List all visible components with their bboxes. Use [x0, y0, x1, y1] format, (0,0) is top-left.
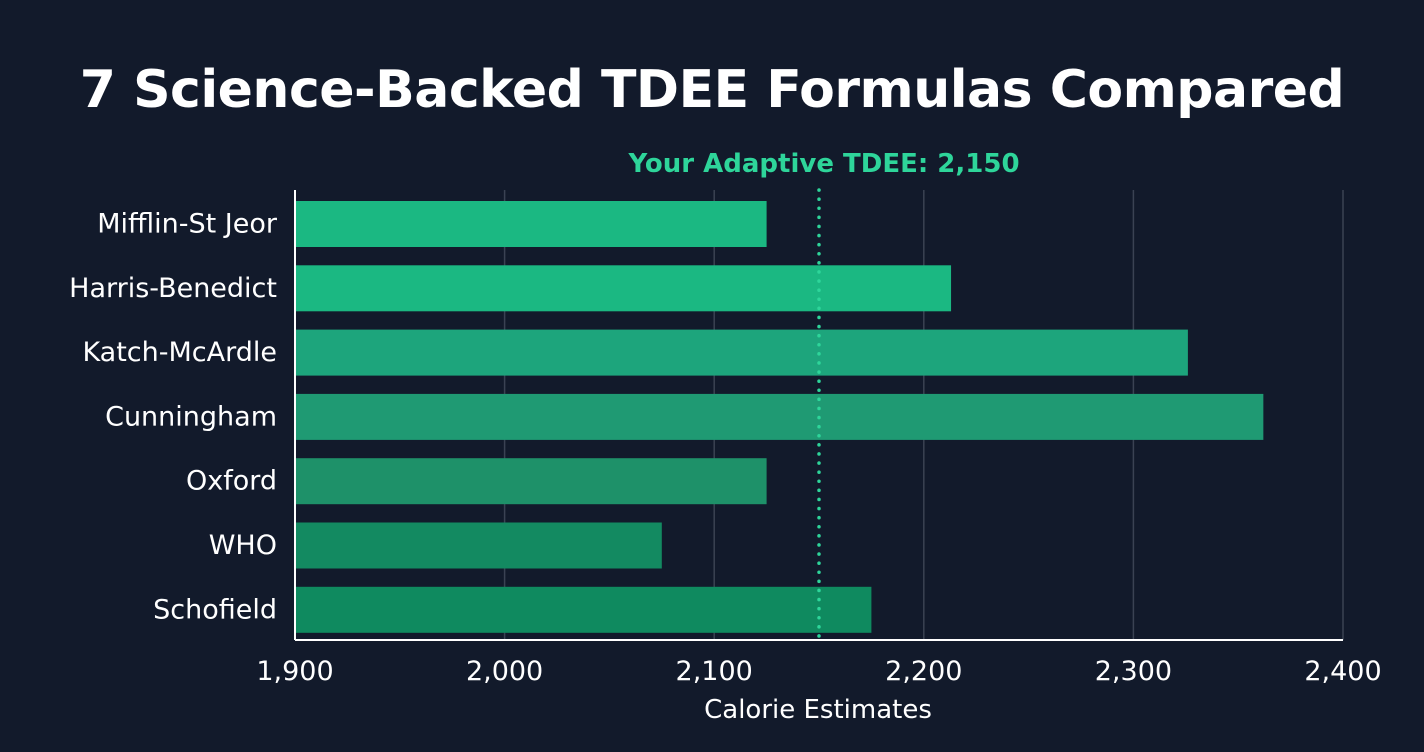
bar — [295, 393, 1264, 440]
x-tick-label: 2,000 — [466, 656, 543, 687]
x-axis-title: Calorie Estimates — [704, 695, 932, 725]
axes — [294, 190, 1343, 641]
bar — [295, 265, 952, 312]
chart-title: 7 Science-Backed TDEE Formulas Compared — [79, 60, 1345, 120]
category-label: WHO — [209, 530, 277, 561]
x-tick-label: 2,400 — [1304, 656, 1381, 687]
reference-line-label: Your Adaptive TDEE: 2,150 — [627, 149, 1019, 179]
x-tick-label: 2,200 — [885, 656, 962, 687]
bar — [295, 522, 662, 569]
category-label: Oxford — [186, 466, 277, 497]
bars — [295, 201, 1264, 633]
bar — [295, 458, 767, 505]
category-label: Mifflin-St Jeor — [97, 209, 278, 240]
bar — [295, 586, 872, 633]
x-tick-label: 2,300 — [1095, 656, 1172, 687]
category-label: Schofield — [153, 594, 277, 625]
x-tick-label: 2,100 — [676, 656, 753, 687]
bar — [295, 201, 767, 247]
category-labels: Mifflin-St Jeor Harris-Benedict Katch-McAr… — [69, 209, 278, 626]
category-label: Cunningham — [105, 401, 277, 432]
x-tick-labels: 1,900 2,000 2,100 2,200 2,300 2,400 — [256, 656, 1381, 687]
category-label: Harris-Benedict — [69, 273, 277, 304]
category-label: Katch-McArdle — [82, 337, 277, 368]
reference-line-group: Your Adaptive TDEE: 2,150 — [627, 149, 1020, 642]
x-tick-label: 1,900 — [256, 656, 333, 687]
bar — [295, 329, 1188, 376]
